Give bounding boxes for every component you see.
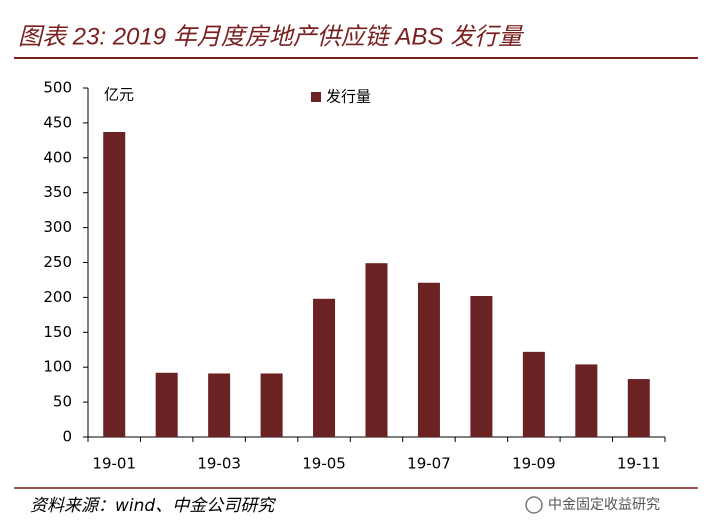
bar xyxy=(208,373,231,437)
bar xyxy=(575,364,598,437)
watermark: 中金固定收益研究 xyxy=(548,497,660,513)
x-tick-label: 19-03 xyxy=(197,455,241,473)
bar xyxy=(470,296,493,437)
legend-swatch xyxy=(311,92,321,102)
bar xyxy=(522,351,545,437)
legend-label: 发行量 xyxy=(326,88,371,106)
bar xyxy=(313,298,336,437)
chart-title: 图表 23: 2019 年月度房地产供应链 ABS 发行量 xyxy=(18,23,524,50)
bar xyxy=(103,131,126,437)
y-tick-label: 150 xyxy=(43,323,72,341)
y-tick-label: 250 xyxy=(43,253,72,271)
y-unit-label: 亿元 xyxy=(104,86,134,104)
x-tick-label: 19-05 xyxy=(302,455,346,473)
y-tick-label: 50 xyxy=(53,393,72,411)
bar xyxy=(417,282,440,437)
y-tick-label: 200 xyxy=(43,288,72,306)
bar xyxy=(365,263,388,437)
source-note: 资料来源：wind、中金公司研究 xyxy=(30,496,276,516)
x-tick-label: 19-07 xyxy=(407,455,451,473)
y-tick-label: 450 xyxy=(43,113,72,131)
y-tick-label: 350 xyxy=(43,183,72,201)
y-tick-label: 500 xyxy=(43,79,72,97)
y-tick-label: 0 xyxy=(62,428,72,446)
bar xyxy=(627,379,650,437)
x-tick-label: 19-11 xyxy=(617,455,661,473)
bar xyxy=(155,372,178,437)
y-tick-label: 100 xyxy=(43,358,72,376)
y-tick-label: 300 xyxy=(43,218,72,236)
x-tick-label: 19-09 xyxy=(512,455,556,473)
watermark-icon xyxy=(525,496,543,514)
bar xyxy=(260,373,283,437)
x-tick-label: 19-01 xyxy=(92,455,136,473)
y-tick-label: 400 xyxy=(43,148,72,166)
